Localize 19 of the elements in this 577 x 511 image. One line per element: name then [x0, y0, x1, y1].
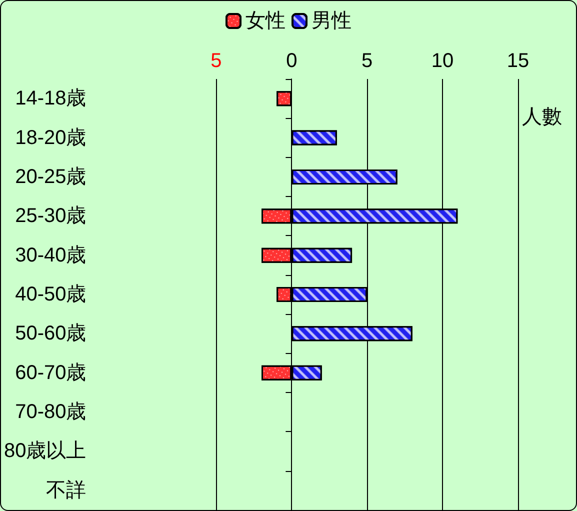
- legend-label: 女性: [246, 10, 286, 32]
- x-tick-label: 10: [431, 50, 454, 72]
- legend-label: 男性: [312, 10, 352, 32]
- x-tick-label: 0: [286, 50, 298, 72]
- y-tick-label: 25-30歳: [15, 205, 86, 228]
- x-tick-label: 5: [210, 50, 222, 72]
- x-tick-label: 5: [362, 50, 373, 72]
- y-tick-label: 40-50歳: [15, 284, 86, 306]
- y-tick-label: 18-20歳: [15, 126, 86, 149]
- y-tick-label: 80歳以上: [4, 440, 86, 462]
- y-tick-label: 14-18歳: [15, 88, 86, 110]
- y-tick-label: 70-80歳: [15, 401, 86, 424]
- x-axis-title: 人數: [522, 106, 562, 128]
- y-tick-label: 30-40歳: [15, 244, 86, 266]
- y-tick-label: 50-60歳: [15, 322, 86, 345]
- y-tick-label: 60-70歳: [15, 362, 86, 384]
- x-tick-label: 15: [506, 50, 530, 72]
- y-tick-label: 不詳: [46, 479, 86, 502]
- y-tick-label: 20-25歳: [15, 166, 86, 188]
